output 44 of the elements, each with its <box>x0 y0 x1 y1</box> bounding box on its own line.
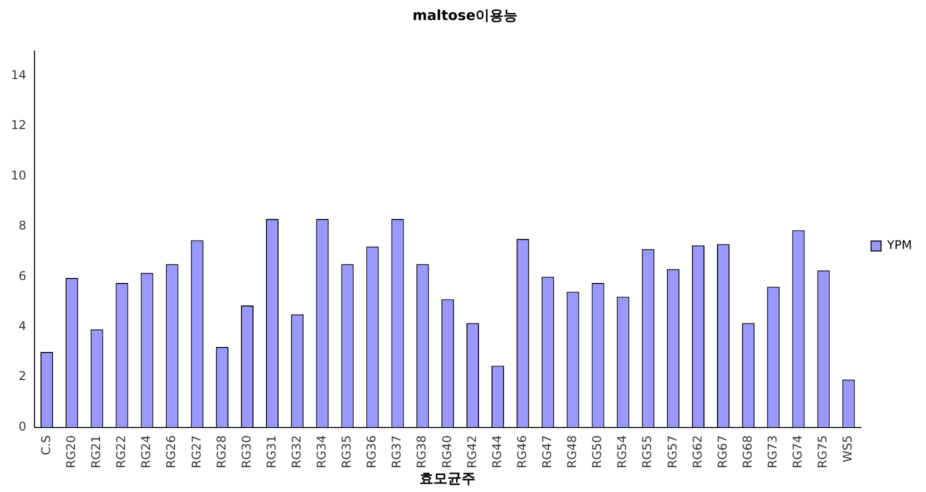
x-tick-label: RG48 <box>565 435 580 468</box>
x-tick-label: RG68 <box>740 435 754 468</box>
x-tick-label: RG46 <box>514 435 529 468</box>
x-tick-label: RG67 <box>715 435 730 468</box>
x-tick-label: RG47 <box>540 435 554 468</box>
x-tick-label: RG38 <box>414 435 429 468</box>
x-tick-label: RG44 <box>490 435 504 468</box>
x-axis-title: 효모균주 <box>420 471 476 488</box>
y-tick-label: 4 <box>18 319 26 334</box>
y-tick-label: 10 <box>10 168 26 182</box>
x-tick-label: RG73 <box>766 435 780 468</box>
x-tick-label: RG37 <box>390 435 404 468</box>
x-tick-label: RG27 <box>189 435 204 468</box>
x-tick-label: RG24 <box>139 435 154 468</box>
x-tick-label: RG32 <box>289 435 304 468</box>
y-tick-label: 6 <box>18 268 26 283</box>
x-tick-label: RG22 <box>114 435 128 468</box>
x-tick-label: RG21 <box>89 435 104 468</box>
x-tick-label: RG75 <box>816 435 830 468</box>
x-tick-label: RG31 <box>264 435 278 468</box>
x-tick-label: RG28 <box>214 435 228 468</box>
x-tick-label: RG26 <box>164 435 178 468</box>
x-tick-label: RG57 <box>665 435 680 468</box>
legend-label: YPM <box>886 238 912 252</box>
x-tick-label: RG54 <box>615 435 630 468</box>
y-tick-label: 12 <box>10 118 26 132</box>
x-tick-label: RG40 <box>440 435 454 468</box>
x-tick-label: RG55 <box>640 435 654 468</box>
x-tick-label: RG62 <box>690 435 704 468</box>
x-tick-label: C.S <box>38 435 53 456</box>
y-tick-label: 8 <box>18 218 26 233</box>
x-tick-label: WS5 <box>840 435 855 462</box>
x-tick-label: RG30 <box>239 435 254 468</box>
x-tick-label: RG42 <box>464 435 479 468</box>
x-tick-label: RG35 <box>340 435 354 468</box>
x-tick-label: RG74 <box>790 435 805 468</box>
y-tick-label: 0 <box>18 419 26 434</box>
y-tick-label: 2 <box>18 369 26 384</box>
x-tick-label: RG34 <box>314 435 329 468</box>
x-tick-label: RG36 <box>364 435 379 468</box>
x-tick-label: RG50 <box>590 435 604 468</box>
y-tick-label: 14 <box>10 68 26 82</box>
chart-title: maltose이용능 <box>412 8 518 24</box>
x-tick-label: RG20 <box>64 435 78 468</box>
